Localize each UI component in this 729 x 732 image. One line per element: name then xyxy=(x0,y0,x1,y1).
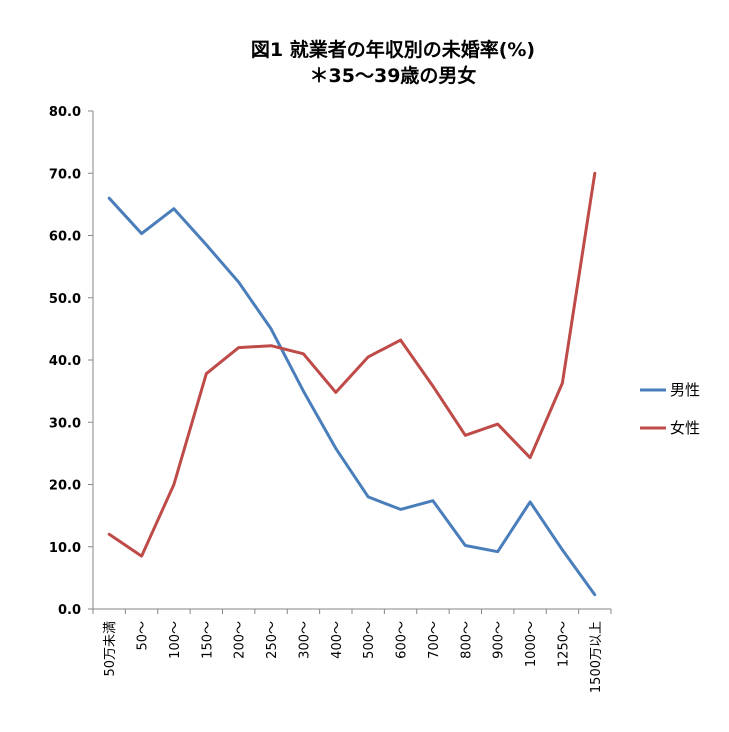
y-tick-label: 50.0 xyxy=(49,292,81,307)
y-tick-label: 20.0 xyxy=(49,479,81,494)
chart-title: 図1 就業者の年収別の未婚率(%) xyxy=(251,38,535,61)
y-tick-label: 10.0 xyxy=(49,541,81,556)
x-tick-label: 300～ xyxy=(297,621,312,659)
x-tick-label: 500～ xyxy=(362,621,377,659)
y-tick-labels: 0.0 10.0 20.0 30.0 40.0 50.0 60.0 70.0 80.0 xyxy=(49,105,81,618)
x-tick-label: 150～ xyxy=(200,621,215,659)
y-tick-label: 70.0 xyxy=(49,167,81,182)
x-tick-label: 400～ xyxy=(330,621,345,659)
x-tick-label: 700～ xyxy=(427,621,442,659)
x-tick-label: 600～ xyxy=(395,621,410,659)
chart-subtitle: ＊35～39歳の男女 xyxy=(310,64,477,87)
x-tick-label: 1250～ xyxy=(556,621,571,667)
x-tick-label: 200～ xyxy=(233,621,248,659)
y-tick-label: 0.0 xyxy=(58,603,81,618)
y-tick-label: 60.0 xyxy=(49,230,81,245)
x-tick-label: 50～ xyxy=(136,621,151,651)
x-tick-label: 100～ xyxy=(168,621,183,659)
y-tick-label: 80.0 xyxy=(49,105,81,120)
x-tick-label: 800～ xyxy=(459,621,474,659)
y-tick-label: 40.0 xyxy=(49,354,81,369)
x-tick-label: 900～ xyxy=(492,621,507,659)
series-line-1 xyxy=(107,171,597,558)
legend-label-1: 女性 xyxy=(670,419,700,437)
series-lines xyxy=(107,171,597,597)
x-tick-label: 250～ xyxy=(265,621,280,659)
x-tick-label: 1000～ xyxy=(524,621,539,667)
x-tick-label: 1500万以上 xyxy=(589,621,604,693)
series-line-0 xyxy=(107,196,597,597)
x-tick-label: 50万未満 xyxy=(103,621,118,677)
axes-group xyxy=(88,110,612,614)
x-tick-labels: 50万未満 50～ 100～ 150～ 200～ 250～ 300～ 400～ 500～ 600～… xyxy=(103,621,604,693)
legend-label-0: 男性 xyxy=(670,381,700,399)
y-tick-label: 30.0 xyxy=(49,416,81,431)
